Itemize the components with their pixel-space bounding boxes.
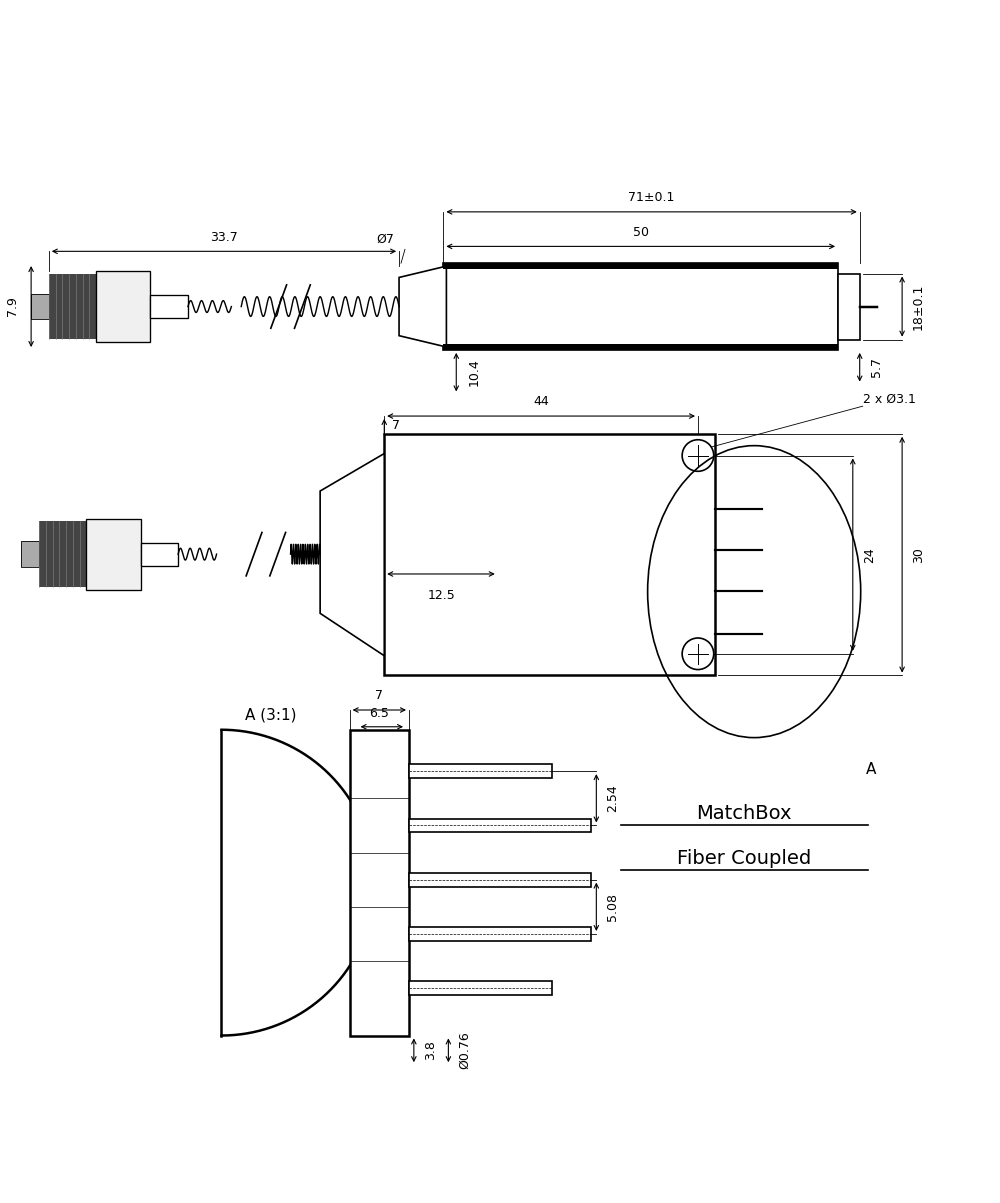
Bar (96, 271, 150, 342)
Text: A: A (866, 763, 876, 777)
Bar (409, 818, 591, 832)
Text: 7.9: 7.9 (6, 297, 19, 316)
Polygon shape (320, 454, 384, 656)
Text: 50: 50 (633, 226, 649, 239)
Bar (49, 274, 96, 339)
Bar (838, 273, 860, 339)
Text: 2.54: 2.54 (606, 784, 619, 812)
Text: 18±0.1: 18±0.1 (912, 284, 925, 330)
Text: 44: 44 (533, 395, 549, 408)
Text: 10.4: 10.4 (468, 357, 481, 385)
Bar (150, 295, 188, 318)
Text: 5.08: 5.08 (606, 893, 619, 920)
Text: 7: 7 (392, 420, 400, 432)
Text: 33.7: 33.7 (210, 231, 238, 244)
Bar (409, 928, 591, 941)
Text: Fiber Coupled: Fiber Coupled (677, 849, 811, 867)
Bar (39, 521, 86, 587)
Bar (21, 541, 39, 567)
Bar (21, 541, 39, 567)
Circle shape (682, 440, 714, 472)
Bar (86, 518, 141, 589)
Text: 71±0.1: 71±0.1 (628, 191, 675, 205)
Text: 6.5: 6.5 (369, 707, 389, 719)
Text: 7: 7 (375, 689, 383, 703)
Text: 24: 24 (863, 547, 876, 563)
Bar (350, 730, 409, 1036)
Bar (141, 543, 178, 565)
Polygon shape (399, 266, 446, 346)
Text: 5.7: 5.7 (870, 357, 883, 377)
Circle shape (682, 638, 714, 670)
Bar (31, 294, 49, 319)
Text: MatchBox: MatchBox (697, 805, 792, 823)
Text: 3.8: 3.8 (424, 1041, 437, 1060)
Bar (31, 294, 49, 319)
Bar (409, 764, 552, 778)
Text: Ø7: Ø7 (376, 232, 394, 245)
Text: Ø0.76: Ø0.76 (458, 1031, 471, 1069)
Text: A (3:1): A (3:1) (245, 707, 297, 723)
Bar (443, 263, 838, 269)
Text: 2 x Ø3.1: 2 x Ø3.1 (863, 393, 916, 407)
Bar (443, 344, 838, 350)
Text: 12.5: 12.5 (428, 588, 455, 602)
Text: 30: 30 (912, 546, 925, 563)
Bar (409, 982, 552, 995)
Bar (409, 872, 591, 887)
Bar (443, 263, 838, 350)
Bar (384, 434, 715, 675)
